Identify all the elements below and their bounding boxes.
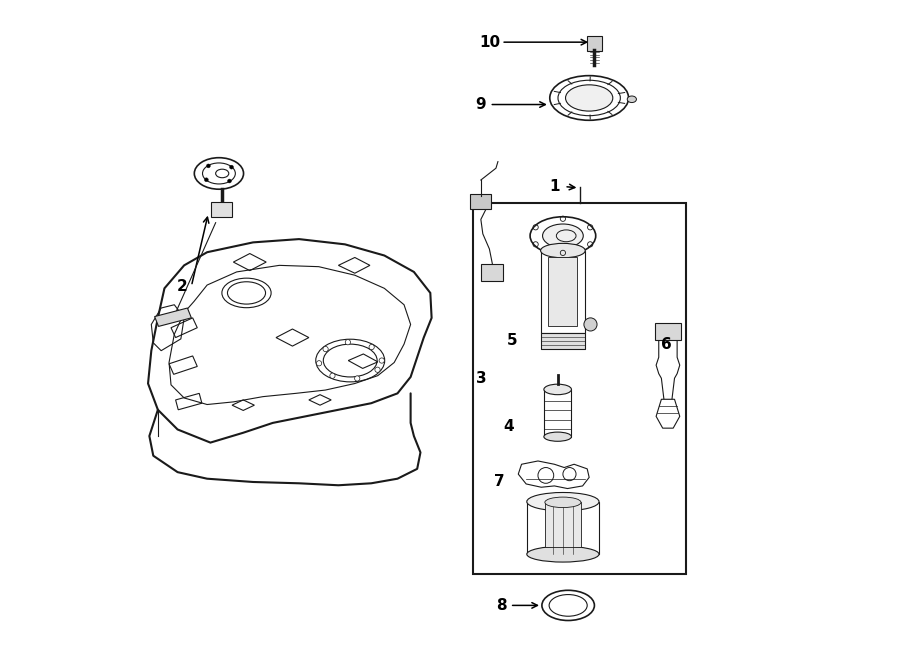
Circle shape [329,373,335,379]
Circle shape [230,165,233,169]
Polygon shape [518,461,590,489]
Ellipse shape [526,493,599,511]
FancyBboxPatch shape [548,257,578,326]
FancyBboxPatch shape [471,195,491,209]
Circle shape [317,361,321,366]
Circle shape [584,318,597,331]
FancyBboxPatch shape [587,36,602,52]
Circle shape [355,376,360,381]
Ellipse shape [543,224,583,248]
Polygon shape [155,308,192,326]
FancyBboxPatch shape [541,332,585,349]
Circle shape [375,367,380,372]
Polygon shape [656,339,680,400]
Polygon shape [656,399,680,428]
Ellipse shape [542,591,594,620]
Text: 6: 6 [662,337,672,352]
Polygon shape [148,239,432,443]
Text: 9: 9 [475,97,485,112]
Ellipse shape [558,80,620,116]
Circle shape [204,178,208,182]
Ellipse shape [565,85,613,111]
FancyBboxPatch shape [544,502,581,547]
Text: 5: 5 [507,334,517,348]
Ellipse shape [526,546,599,562]
Text: 10: 10 [479,34,500,50]
Text: 7: 7 [494,475,505,489]
Circle shape [206,164,211,168]
Ellipse shape [544,497,581,508]
Text: 4: 4 [504,418,515,434]
Ellipse shape [530,216,596,255]
Circle shape [323,346,328,352]
Text: 8: 8 [496,598,507,613]
Ellipse shape [544,384,572,395]
Text: 3: 3 [476,371,487,386]
Ellipse shape [550,75,628,120]
Ellipse shape [544,432,572,442]
Circle shape [228,179,231,183]
Bar [473,203,687,574]
Circle shape [346,340,350,345]
FancyBboxPatch shape [212,202,232,217]
Text: 2: 2 [176,279,187,294]
Circle shape [379,358,384,363]
Ellipse shape [541,244,585,258]
FancyBboxPatch shape [541,251,585,332]
Circle shape [369,344,374,350]
Ellipse shape [194,158,244,189]
FancyBboxPatch shape [526,502,599,554]
Ellipse shape [549,594,587,616]
Text: 1: 1 [550,179,561,194]
FancyBboxPatch shape [544,389,572,437]
FancyBboxPatch shape [481,264,503,281]
FancyBboxPatch shape [655,323,681,340]
Ellipse shape [627,96,636,103]
